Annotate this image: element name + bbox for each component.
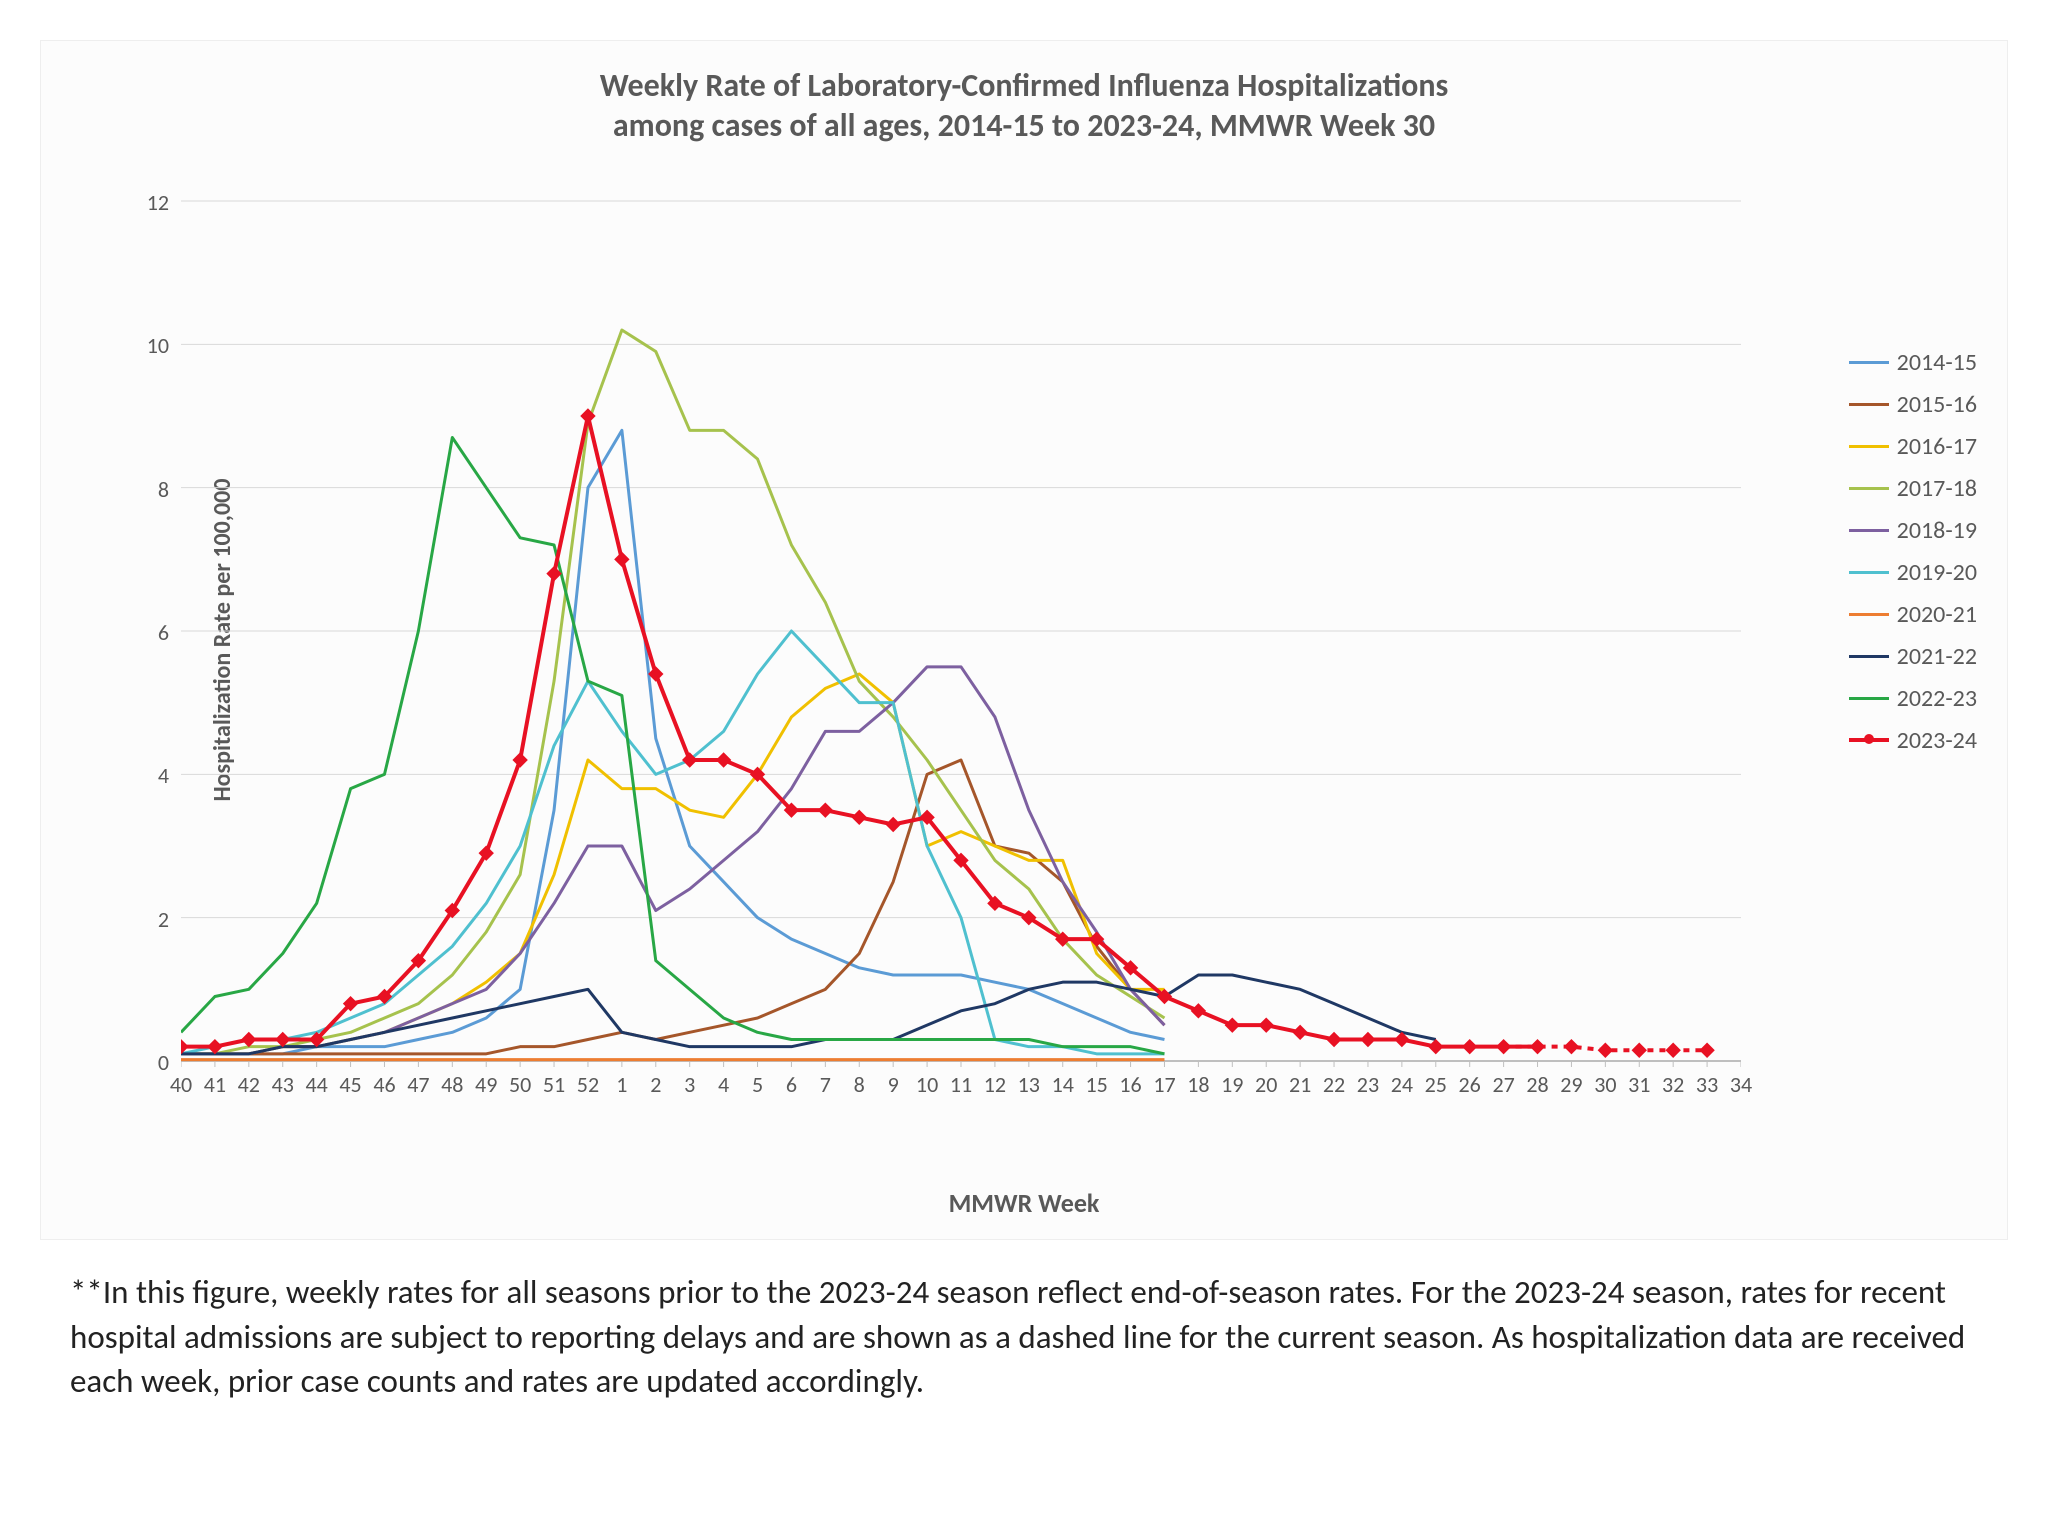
x-tick-label: 14 — [1047, 1071, 1079, 1098]
legend-row: 2017-18 — [1849, 467, 1977, 509]
x-tick-label: 18 — [1182, 1071, 1214, 1098]
legend-label: 2022-23 — [1897, 684, 1977, 713]
y-tick-label: 10 — [119, 332, 169, 359]
chart-panel: Weekly Rate of Laboratory-Confirmed Infl… — [40, 40, 2008, 1240]
x-tick-label: 20 — [1250, 1071, 1282, 1098]
x-tick-label: 8 — [843, 1071, 875, 1098]
chart-title: Weekly Rate of Laboratory-Confirmed Infl… — [41, 66, 2007, 146]
legend-label: 2014-15 — [1897, 348, 1977, 377]
legend-label: 2020-21 — [1897, 600, 1977, 629]
x-tick-label: 10 — [911, 1071, 943, 1098]
x-tick-label: 19 — [1216, 1071, 1248, 1098]
legend-swatch — [1849, 445, 1889, 448]
x-tick-label: 47 — [402, 1071, 434, 1098]
x-tick-label: 16 — [1115, 1071, 1147, 1098]
x-tick-label: 11 — [945, 1071, 977, 1098]
legend-label: 2017-18 — [1897, 474, 1977, 503]
legend-label: 2018-19 — [1897, 516, 1977, 545]
x-tick-label: 51 — [538, 1071, 570, 1098]
x-tick-label: 33 — [1691, 1071, 1723, 1098]
x-tick-label: 27 — [1488, 1071, 1520, 1098]
x-tick-label: 2 — [640, 1071, 672, 1098]
legend-row: 2021-22 — [1849, 635, 1977, 677]
x-tick-label: 4 — [708, 1071, 740, 1098]
y-tick-label: 4 — [119, 762, 169, 789]
legend-swatch — [1849, 487, 1889, 490]
x-tick-label: 48 — [436, 1071, 468, 1098]
x-tick-label: 43 — [267, 1071, 299, 1098]
legend-row: 2019-20 — [1849, 551, 1977, 593]
legend-label: 2016-17 — [1897, 432, 1977, 461]
x-tick-label: 23 — [1352, 1071, 1384, 1098]
x-tick-label: 30 — [1589, 1071, 1621, 1098]
x-tick-label: 32 — [1657, 1071, 1689, 1098]
x-tick-label: 22 — [1318, 1071, 1350, 1098]
y-tick-label: 2 — [119, 906, 169, 933]
legend-swatch — [1849, 738, 1889, 742]
x-tick-label: 50 — [504, 1071, 536, 1098]
x-tick-label: 5 — [742, 1071, 774, 1098]
x-axis-label: MMWR Week — [41, 1187, 2007, 1219]
x-tick-label: 12 — [979, 1071, 1011, 1098]
x-tick-label: 52 — [572, 1071, 604, 1098]
legend-swatch — [1849, 403, 1889, 406]
legend-swatch — [1849, 529, 1889, 532]
legend-label: 2015-16 — [1897, 390, 1977, 419]
x-tick-label: 24 — [1386, 1071, 1418, 1098]
x-tick-label: 42 — [233, 1071, 265, 1098]
x-tick-label: 45 — [335, 1071, 367, 1098]
x-tick-label: 21 — [1284, 1071, 1316, 1098]
legend-row: 2016-17 — [1849, 425, 1977, 467]
legend-label: 2021-22 — [1897, 642, 1977, 671]
legend-row: 2023-24 — [1849, 719, 1977, 761]
x-tick-label: 29 — [1555, 1071, 1587, 1098]
x-tick-label: 25 — [1420, 1071, 1452, 1098]
y-tick-label: 6 — [119, 619, 169, 646]
y-tick-label: 0 — [119, 1049, 169, 1076]
x-tick-label: 41 — [199, 1071, 231, 1098]
x-tick-label: 49 — [470, 1071, 502, 1098]
plot-area: 0246810124041424344454647484950515212345… — [181, 191, 1741, 1111]
legend-swatch — [1849, 571, 1889, 574]
x-tick-label: 6 — [775, 1071, 807, 1098]
x-tick-label: 17 — [1148, 1071, 1180, 1098]
footnote-caption: **In this figure, weekly rates for all s… — [70, 1270, 1978, 1404]
x-tick-label: 9 — [877, 1071, 909, 1098]
x-tick-label: 40 — [165, 1071, 197, 1098]
x-tick-label: 15 — [1081, 1071, 1113, 1098]
x-tick-label: 31 — [1623, 1071, 1655, 1098]
legend-row: 2022-23 — [1849, 677, 1977, 719]
chart-title-line1: Weekly Rate of Laboratory-Confirmed Infl… — [600, 66, 1449, 105]
legend: 2014-15 2015-16 2016-17 2017-18 2018-19 2019-… — [1849, 341, 1977, 761]
legend-row: 2020-21 — [1849, 593, 1977, 635]
legend-row: 2018-19 — [1849, 509, 1977, 551]
x-tick-label: 44 — [301, 1071, 333, 1098]
legend-row: 2014-15 — [1849, 341, 1977, 383]
x-tick-label: 1 — [606, 1071, 638, 1098]
legend-label: 2019-20 — [1897, 558, 1977, 587]
page: Weekly Rate of Laboratory-Confirmed Infl… — [0, 0, 2048, 1536]
x-tick-label: 26 — [1454, 1071, 1486, 1098]
legend-swatch — [1849, 613, 1889, 616]
legend-swatch — [1849, 361, 1889, 364]
x-tick-label: 46 — [368, 1071, 400, 1098]
y-tick-label: 12 — [119, 189, 169, 216]
legend-swatch — [1849, 655, 1889, 658]
x-tick-label: 3 — [674, 1071, 706, 1098]
legend-label: 2023-24 — [1897, 726, 1977, 755]
y-tick-label: 8 — [119, 476, 169, 503]
legend-swatch — [1849, 697, 1889, 700]
legend-row: 2015-16 — [1849, 383, 1977, 425]
x-tick-label: 28 — [1522, 1071, 1554, 1098]
markers-svg — [181, 191, 1741, 1111]
x-tick-label: 34 — [1725, 1071, 1757, 1098]
x-tick-label: 13 — [1013, 1071, 1045, 1098]
x-tick-label: 7 — [809, 1071, 841, 1098]
chart-title-line2: among cases of all ages, 2014-15 to 2023… — [613, 106, 1435, 145]
